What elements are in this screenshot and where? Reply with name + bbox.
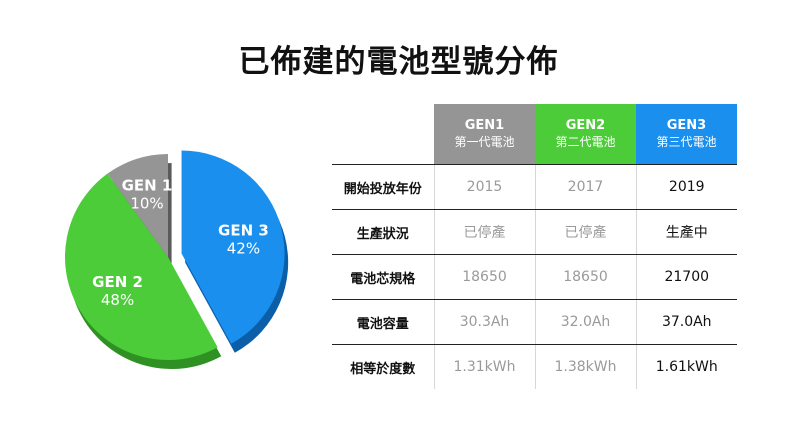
table-cell: 2015 <box>433 164 535 210</box>
pie-value-gen1: 10% <box>130 194 163 212</box>
header-gen2: GEN2 第二代電池 <box>535 104 636 165</box>
table-cell: 2019 <box>635 164 737 210</box>
table-cell: 18650 <box>433 254 535 300</box>
pie-slice-gen1 <box>107 154 168 257</box>
table-row: 開始投放年份 2015 2017 2019 <box>332 164 737 210</box>
table-row: 電池容量 30.3Ah 32.0Ah 37.0Ah <box>332 299 737 345</box>
pie-chart-svg: GEN 342% GEN 248% GEN 110% <box>65 150 289 369</box>
table-cell: 32.0Ah <box>534 299 636 345</box>
table-row: 相等於度數 1.31kWh 1.38kWh 1.61kWh <box>332 344 737 389</box>
table-cell: 37.0Ah <box>635 299 737 345</box>
page-title: 已佈建的電池型號分佈 <box>238 44 559 80</box>
pie-value-gen2: 48% <box>101 291 134 309</box>
pie-label-gen2: GEN 2 <box>92 273 143 291</box>
table-cell: 21700 <box>635 254 737 300</box>
table-cell: 生產中 <box>635 209 737 255</box>
pie-label-gen1: GEN 1 <box>122 176 173 194</box>
row-label: 生產狀況 <box>332 209 434 255</box>
pie-label-gen3: GEN 3 <box>218 222 269 240</box>
row-label: 相等於度數 <box>350 361 416 377</box>
table-cell: 1.38kWh <box>534 344 636 389</box>
table-corner <box>332 104 434 165</box>
row-label: 電池芯規格 <box>332 254 434 300</box>
table-row: 電池芯規格 18650 18650 21700 <box>332 254 737 300</box>
table-cell: 18650 <box>534 254 636 300</box>
pie-slice-gen3 <box>181 150 285 344</box>
table-cell: 30.3Ah <box>433 299 535 345</box>
pie-slice-gen2 <box>65 173 218 360</box>
table-cell: 1.31kWh <box>433 344 535 389</box>
table-cell: 已停產 <box>433 209 535 255</box>
row-label: 電池容量 <box>332 299 434 345</box>
header-gen2-sub: 第二代電池 <box>555 135 616 149</box>
header-gen3-name: GEN3 <box>666 118 707 133</box>
pie-chart: GEN 3 42% GEN 2 48% GEN 1 10% <box>50 135 290 385</box>
row-label: 開始投放年份 <box>332 164 434 210</box>
header-gen3-sub: 第三代電池 <box>656 135 717 149</box>
table-cell: 2017 <box>534 164 636 210</box>
header-gen1-name: GEN1 <box>464 118 505 133</box>
header-gen1-sub: 第一代電池 <box>454 135 515 149</box>
table-cell: 1.61kWh <box>635 344 737 389</box>
header-gen1: GEN1 第一代電池 <box>434 104 535 165</box>
header-gen2-name: GEN2 <box>565 118 606 133</box>
header-gen3: GEN3 第三代電池 <box>636 104 737 165</box>
table-header-row: GEN1 第一代電池 GEN2 第二代電池 GEN3 第三代電池 <box>332 104 737 165</box>
table-cell: 已停產 <box>534 209 636 255</box>
pie-value-gen3: 42% <box>227 240 260 258</box>
spec-table: GEN1 第一代電池 GEN2 第二代電池 GEN3 第三代電池 開始投放年份 … <box>332 104 737 389</box>
table-row: 生產狀況 已停產 已停產 生產中 <box>332 209 737 255</box>
